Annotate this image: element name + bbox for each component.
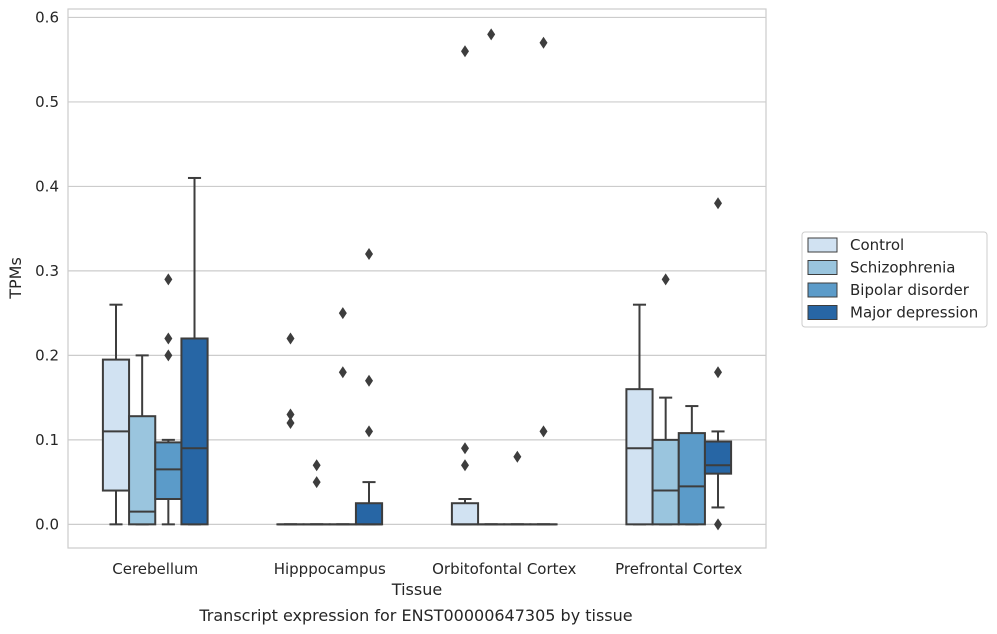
legend-label: Major depression: [850, 304, 978, 322]
outlier-point: [164, 349, 173, 362]
box-group: [302, 459, 331, 526]
y-tick-label: 0.4: [35, 177, 59, 195]
outlier-point: [661, 273, 670, 286]
y-tick-label: 0.0: [35, 515, 59, 533]
legend-swatch: [807, 305, 838, 320]
x-tick-label: Cerebellum: [112, 560, 198, 578]
box-group: [651, 273, 680, 526]
outlier-point: [365, 425, 374, 438]
x-axis-label: Tissue: [391, 580, 442, 599]
outlier-point: [460, 459, 469, 472]
box-group: [703, 197, 733, 531]
y-tick-label: 0.5: [35, 93, 59, 111]
outlier-point: [460, 45, 469, 58]
box-group: [154, 273, 183, 526]
box: [154, 441, 183, 500]
box-group: [180, 176, 209, 526]
box: [625, 388, 654, 526]
box-group: [503, 450, 532, 526]
box: [354, 502, 384, 526]
outlier-point: [487, 28, 496, 41]
outlier-point: [286, 332, 295, 345]
outlier-point: [714, 197, 723, 210]
outlier-point: [513, 450, 522, 463]
outlier-point: [714, 518, 723, 531]
y-tick-labels: 0.0 0.1 0.2 0.3 0.4 0.5 0.6: [35, 8, 59, 533]
y-tick-label: 0.3: [35, 262, 59, 280]
outlier-point: [164, 273, 173, 286]
box-group: [328, 307, 357, 526]
box-group: [450, 45, 480, 526]
box: [180, 337, 209, 526]
outlier-point: [539, 425, 548, 438]
legend-label: Control: [850, 236, 904, 254]
box: [450, 502, 480, 526]
x-tick-label: Orbitofontal Cortex: [432, 560, 576, 578]
legend-label: Bipolar disorder: [850, 281, 970, 299]
y-tick-label: 0.2: [35, 346, 59, 364]
legend-label: Schizophrenia: [850, 259, 955, 277]
outlier-point: [338, 366, 347, 379]
box-group: [477, 28, 506, 526]
box-group: [677, 405, 706, 526]
outlier-point: [365, 248, 374, 260]
box-group: [354, 248, 384, 526]
legend-swatch: [807, 260, 838, 275]
y-tick-label: 0.6: [35, 8, 59, 26]
x-tick-labels: Cerebellum Hipppocampus Orbitofontal Corte…: [112, 560, 742, 578]
outlier-point: [312, 459, 321, 472]
outlier-point: [539, 36, 548, 49]
box-layer: [101, 28, 733, 531]
box: [703, 440, 733, 475]
outlier-point: [286, 408, 295, 421]
legend-swatch: [807, 282, 838, 298]
y-tick-label: 0.1: [35, 431, 59, 449]
outlier-point: [164, 332, 173, 345]
box-group: [101, 303, 131, 526]
box: [128, 415, 157, 526]
y-axis-label: TPMs: [6, 257, 25, 300]
box-group: [625, 303, 654, 526]
box-group: [529, 36, 558, 526]
outlier-point: [286, 416, 295, 429]
figure-caption: Transcript expression for ENST0000064730…: [199, 606, 633, 625]
x-tick-label: Prefrontal Cortex: [615, 560, 742, 578]
legend-swatch: [807, 237, 838, 253]
outlier-point: [338, 307, 347, 320]
box-group: [128, 354, 157, 526]
box: [101, 358, 131, 492]
box-group: [276, 332, 305, 526]
box: [651, 438, 680, 526]
legend-frame: [801, 231, 988, 328]
outlier-point: [460, 442, 469, 455]
box: [677, 432, 706, 526]
outlier-point: [714, 366, 723, 379]
legend-items: Control Schizophrenia Bipolar disorder Majo…: [807, 236, 978, 322]
x-tick-label: Hipppocampus: [274, 560, 386, 578]
legend: Control Schizophrenia Bipolar disorder Majo…: [801, 231, 988, 328]
plot-frame: [67, 8, 767, 549]
outlier-point: [312, 476, 321, 489]
outlier-point: [365, 374, 374, 387]
